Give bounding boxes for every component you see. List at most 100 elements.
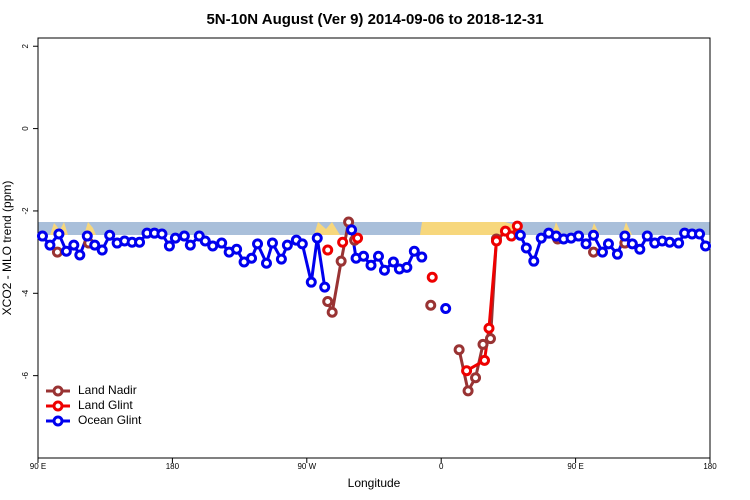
data-point bbox=[664, 236, 676, 248]
data-point bbox=[207, 240, 219, 252]
data-point bbox=[634, 243, 646, 255]
data-point bbox=[275, 253, 287, 265]
data-point bbox=[462, 385, 474, 397]
data-point bbox=[490, 235, 502, 247]
land-patch bbox=[420, 222, 522, 235]
data-point bbox=[505, 230, 517, 242]
data-point bbox=[378, 264, 390, 276]
data-point bbox=[89, 239, 101, 251]
data-point bbox=[440, 303, 452, 315]
data-point bbox=[694, 228, 706, 240]
data-point bbox=[520, 242, 532, 254]
data-point bbox=[311, 232, 323, 244]
data-point bbox=[81, 230, 93, 242]
data-point bbox=[619, 230, 631, 242]
data-point bbox=[51, 246, 63, 258]
data-point bbox=[401, 261, 413, 273]
data-point bbox=[246, 252, 258, 264]
data-point bbox=[322, 244, 334, 256]
data-point bbox=[372, 250, 384, 262]
data-point bbox=[44, 239, 56, 251]
y-axis-label: XCO2 - MLO trend (ppm) bbox=[0, 181, 14, 316]
data-point bbox=[511, 220, 523, 232]
data-point bbox=[346, 224, 358, 236]
data-point bbox=[178, 230, 190, 242]
data-point bbox=[387, 256, 399, 268]
data-point bbox=[470, 372, 482, 384]
legend-marker bbox=[52, 400, 64, 412]
data-point bbox=[305, 276, 317, 288]
data-point bbox=[588, 229, 600, 241]
data-point bbox=[104, 229, 116, 241]
data-point bbox=[231, 243, 243, 255]
x-axis-label: Longitude bbox=[348, 476, 401, 490]
data-point bbox=[169, 232, 181, 244]
data-point bbox=[596, 246, 608, 258]
data-point bbox=[199, 235, 211, 247]
data-point bbox=[416, 251, 428, 263]
data-point bbox=[588, 246, 600, 258]
data-point bbox=[626, 238, 638, 250]
data-point bbox=[528, 255, 540, 267]
y-tick-label: 0 bbox=[21, 126, 30, 131]
legend-marker bbox=[52, 415, 64, 427]
data-point bbox=[36, 230, 48, 242]
data-point bbox=[266, 237, 278, 249]
data-point bbox=[156, 228, 168, 240]
chart-title: 5N-10N August (Ver 9) 2014-09-06 to 2018… bbox=[206, 11, 543, 28]
data-point bbox=[514, 229, 526, 241]
data-point bbox=[477, 338, 489, 350]
data-point bbox=[365, 259, 377, 271]
y-tick-label: -6 bbox=[21, 372, 30, 380]
x-tick-label: 90 E bbox=[30, 462, 46, 471]
data-point bbox=[281, 239, 293, 251]
x-tick-label: 90 E bbox=[567, 462, 583, 471]
data-point bbox=[358, 250, 370, 262]
data-point bbox=[74, 249, 86, 261]
data-point bbox=[484, 333, 496, 345]
legend-label: Land Nadir bbox=[78, 383, 137, 397]
y-tick-label: -4 bbox=[21, 289, 30, 297]
legend-marker bbox=[52, 385, 64, 397]
data-point bbox=[216, 237, 228, 249]
data-point bbox=[408, 245, 420, 257]
data-point bbox=[163, 240, 175, 252]
data-point bbox=[326, 306, 338, 318]
data-point bbox=[673, 237, 685, 249]
data-point bbox=[641, 230, 653, 242]
data-point bbox=[453, 344, 465, 356]
land-patch bbox=[314, 222, 340, 235]
data-point bbox=[60, 245, 72, 257]
x-tick-label: 90 W bbox=[297, 462, 316, 471]
x-tick-label: 180 bbox=[166, 462, 180, 471]
x-tick-label: 180 bbox=[703, 462, 717, 471]
y-tick-label: -2 bbox=[21, 207, 30, 215]
data-point bbox=[134, 236, 146, 248]
data-point bbox=[337, 236, 349, 248]
data-point bbox=[68, 239, 80, 251]
data-point bbox=[580, 238, 592, 250]
data-point bbox=[461, 365, 473, 377]
data-point bbox=[184, 239, 196, 251]
data-point bbox=[260, 257, 272, 269]
data-point bbox=[53, 228, 65, 240]
data-point bbox=[319, 281, 331, 293]
legend-label: Land Glint bbox=[78, 398, 133, 412]
data-point bbox=[296, 238, 308, 250]
data-point bbox=[700, 240, 712, 252]
data-point bbox=[352, 232, 364, 244]
data-point bbox=[535, 232, 547, 244]
data-point bbox=[322, 296, 334, 308]
y-tick-label: 2 bbox=[21, 43, 30, 48]
legend-label: Ocean Glint bbox=[78, 413, 142, 427]
data-point bbox=[479, 354, 491, 366]
data-point bbox=[483, 322, 495, 334]
data-point bbox=[426, 271, 438, 283]
data-point bbox=[252, 238, 264, 250]
data-point bbox=[573, 230, 585, 242]
data-point bbox=[425, 299, 437, 311]
map-strip bbox=[38, 222, 710, 235]
data-point bbox=[335, 255, 347, 267]
